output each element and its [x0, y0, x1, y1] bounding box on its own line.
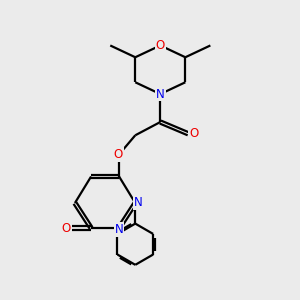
Text: O: O — [61, 221, 71, 235]
Text: O: O — [156, 39, 165, 52]
Text: N: N — [115, 223, 124, 236]
Text: N: N — [156, 88, 165, 100]
Text: O: O — [114, 148, 123, 161]
Text: O: O — [189, 127, 198, 140]
Text: N: N — [134, 196, 142, 209]
